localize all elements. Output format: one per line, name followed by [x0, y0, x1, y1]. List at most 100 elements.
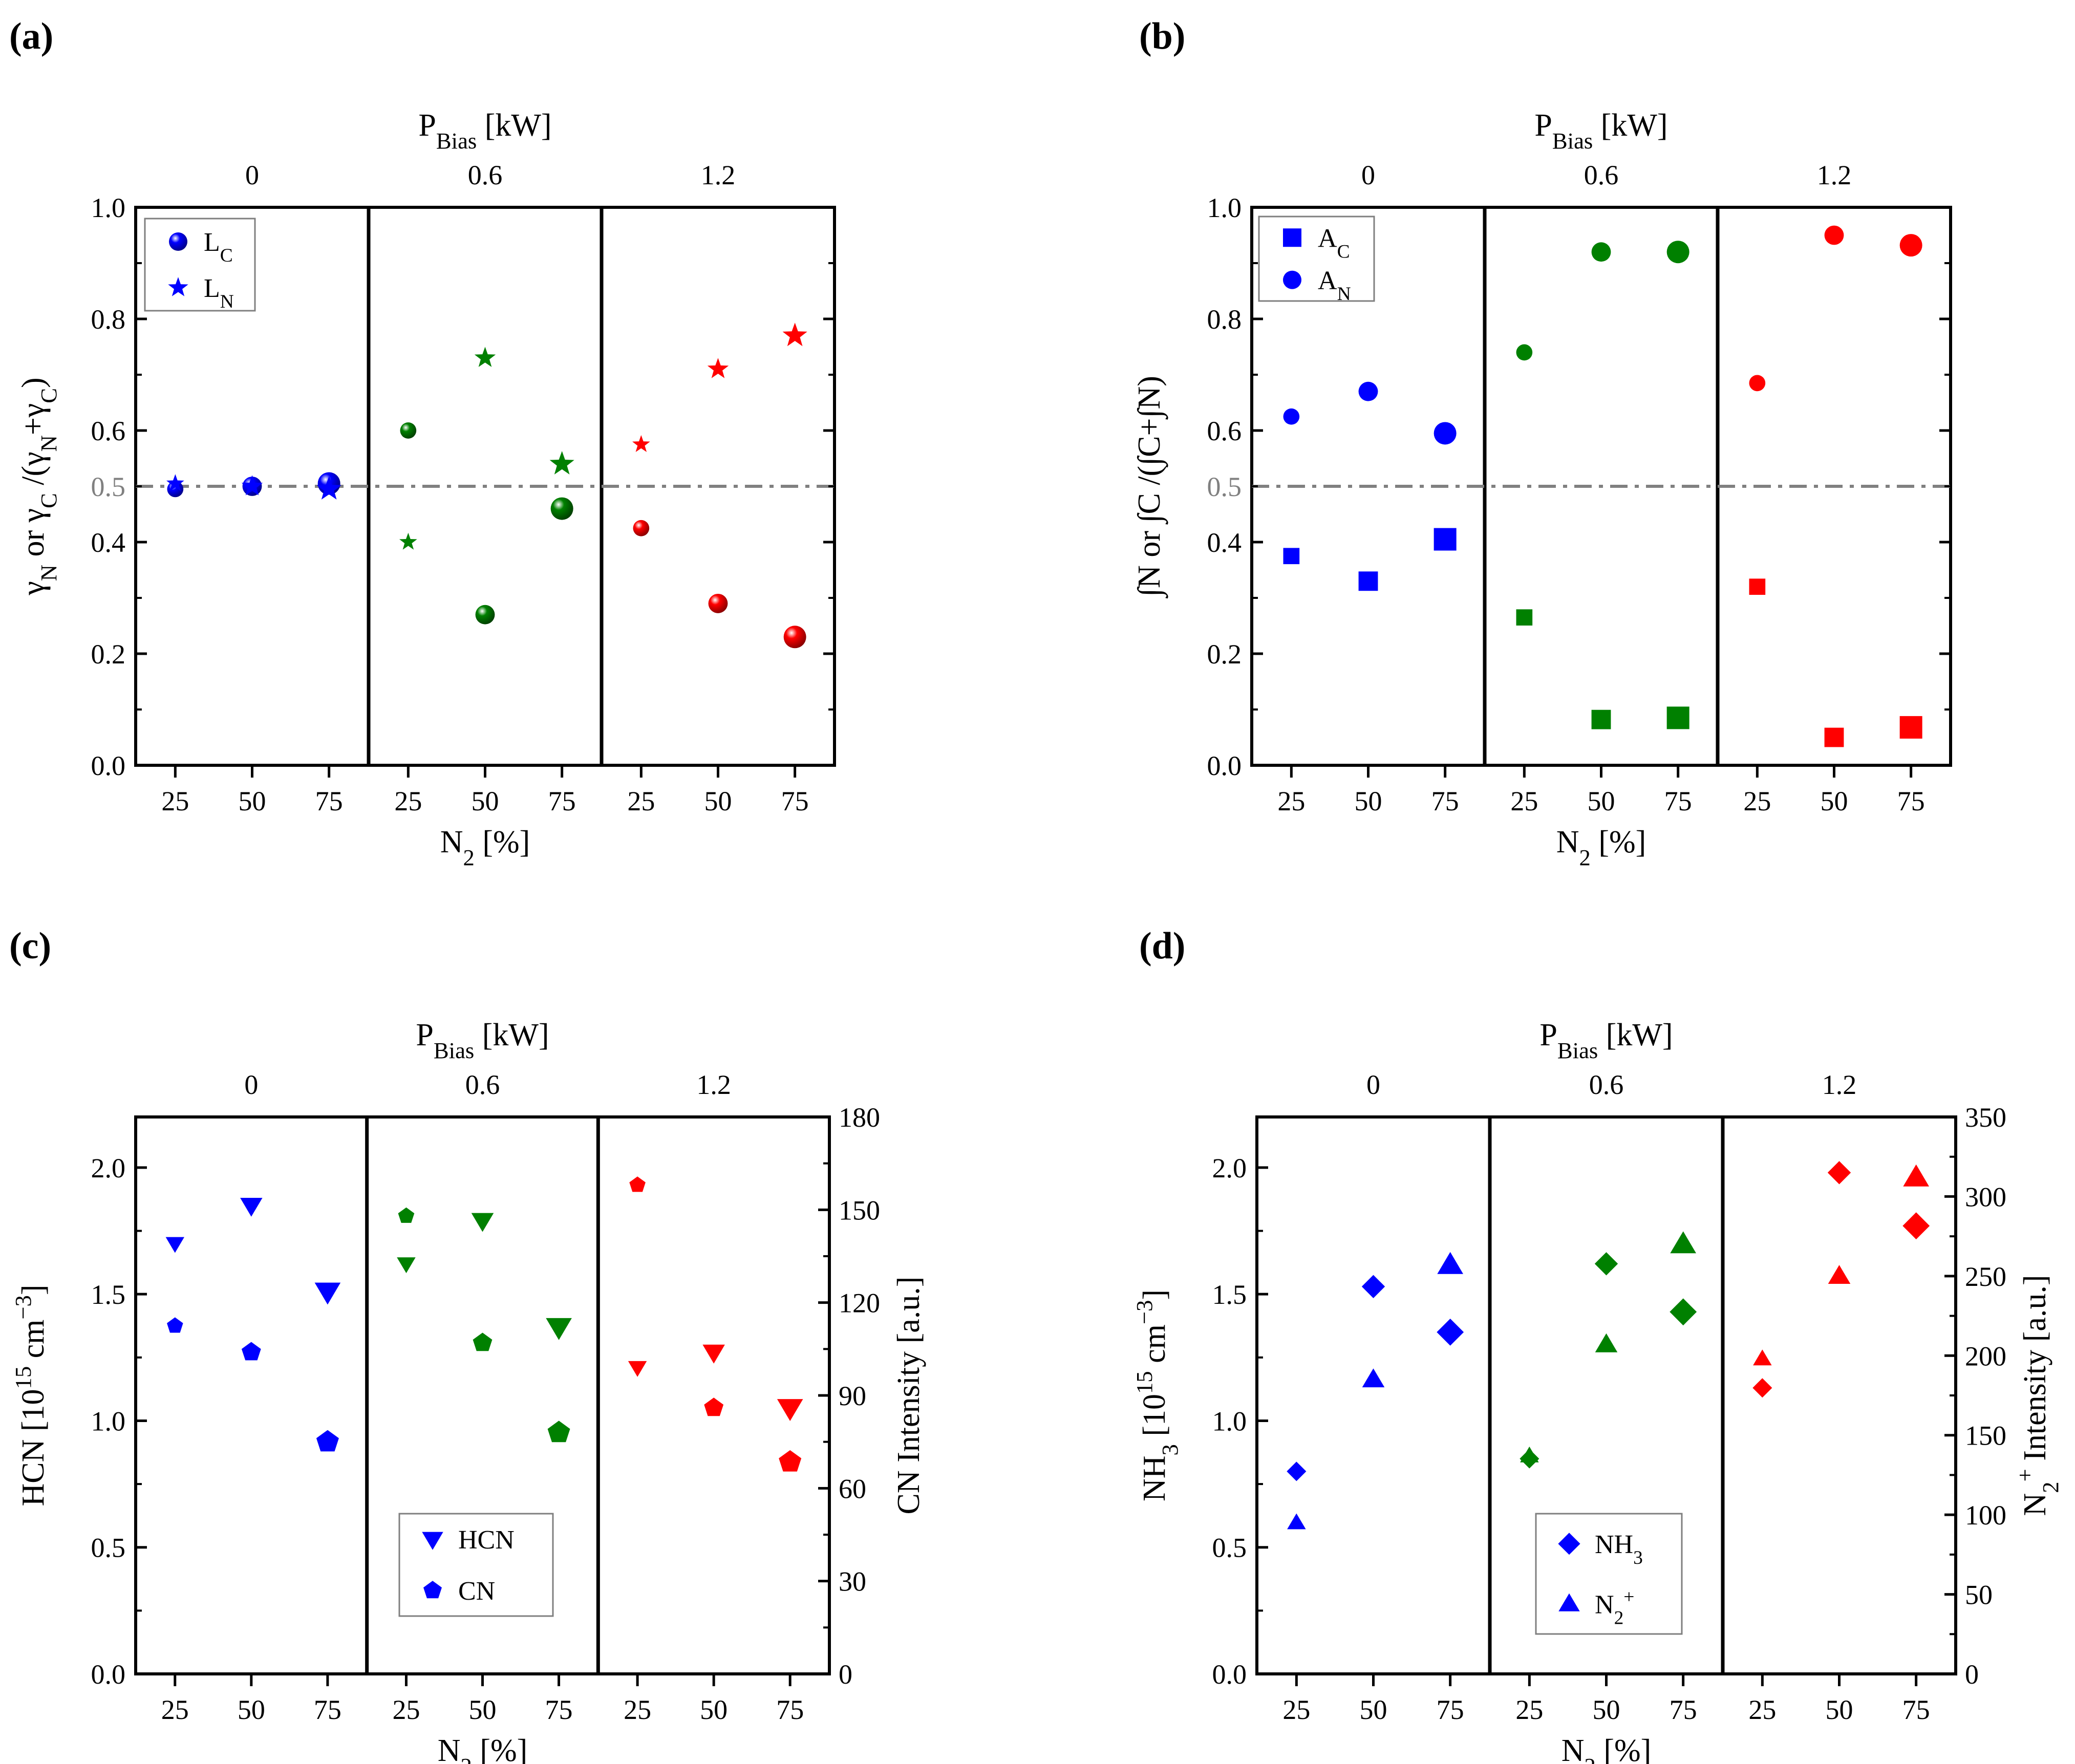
data-point-n2- — [1753, 1349, 1772, 1366]
top-group-label: 1.2 — [1817, 160, 1852, 190]
text-part: /(γ — [16, 451, 51, 493]
data-point-l-n — [399, 532, 417, 550]
x-tick-label: 50 — [700, 1694, 728, 1725]
text-part: Intensity [a.u.] — [2018, 1275, 2052, 1469]
text-part: NH — [1137, 1455, 1172, 1501]
data-point-a-c — [1516, 609, 1533, 626]
data-point-l-c — [400, 422, 417, 439]
data-point-a-c — [1434, 528, 1457, 551]
data-point-hcn — [314, 1282, 341, 1305]
legend-marker — [168, 277, 188, 296]
x-axis-title: N2 [%] — [440, 825, 530, 870]
legend: NH3 N2+ — [1535, 1513, 1683, 1635]
legend-marker — [1558, 1593, 1580, 1611]
text-part: 2 — [1614, 1607, 1624, 1628]
top-axis-title: PBias [kW] — [1539, 1018, 1673, 1063]
y2-tick-label: 0 — [839, 1659, 852, 1690]
text-part: Bias — [1557, 1038, 1598, 1063]
text-part: P — [1534, 108, 1552, 143]
data-point-a-c — [1283, 548, 1300, 565]
x-tick-label: 25 — [392, 1694, 420, 1725]
top-group-label: 1.2 — [696, 1069, 731, 1100]
data-point-hcn — [471, 1213, 494, 1232]
text-part: N — [220, 291, 234, 312]
data-point-nh3 — [1287, 1461, 1307, 1481]
text-part: ] — [16, 1284, 51, 1295]
y-tick-label: 1.0 — [91, 1406, 126, 1436]
y2-tick-label: 350 — [1965, 1102, 2006, 1133]
x-tick-label: 75 — [781, 786, 809, 816]
data-point-n2- — [1828, 1265, 1851, 1284]
y-tick-label: 0.5 — [91, 1533, 126, 1563]
data-point-nh3 — [1437, 1319, 1464, 1346]
data-point-n2- — [1437, 1252, 1463, 1274]
text-part: [%] — [1596, 1733, 1651, 1764]
y-tick-label: 0.2 — [1207, 639, 1242, 670]
data-point-l-c — [475, 605, 495, 625]
text-part: γ — [16, 581, 51, 595]
text-part: P — [418, 108, 436, 143]
y-tick-label: 0.2 — [91, 639, 126, 670]
legend: HCN CN — [398, 1513, 554, 1617]
y-tick-label: 0.5 — [1212, 1533, 1247, 1563]
y-tick-label: 1.0 — [1212, 1406, 1247, 1436]
legend-label: HCN — [458, 1525, 515, 1555]
text-part: P — [416, 1018, 433, 1052]
legend-box — [398, 1513, 554, 1617]
data-point-a-n — [1666, 241, 1689, 264]
text-part: P — [1539, 1018, 1557, 1052]
data-point-l-n — [474, 347, 496, 367]
y2-tick-label: 100 — [1965, 1500, 2006, 1531]
y-tick-label: 1.5 — [1212, 1279, 1247, 1310]
x-tick-label: 25 — [1510, 786, 1538, 816]
y-tick-label: 0.0 — [1212, 1659, 1247, 1690]
text-part: N — [440, 825, 463, 859]
text-part: 2 — [463, 845, 475, 870]
text-part: NH — [1595, 1530, 1633, 1559]
data-point-nh3 — [1670, 1298, 1697, 1326]
y2-tick-label: 250 — [1965, 1261, 2006, 1292]
legend-label: N2+ — [1595, 1586, 1634, 1628]
data-point-cn — [473, 1332, 493, 1351]
data-point-l-c — [633, 520, 650, 536]
text-part: C — [1337, 241, 1350, 262]
x-tick-label: 50 — [704, 786, 732, 816]
panel-b: (b) 0.5 0.0 0.2 0.4 0.6 0.8 1.0 25 50 75 25 50 75 25 50… — [1132, 15, 1952, 870]
top-group-label: 0.6 — [468, 160, 503, 190]
y-tick-label: 0.4 — [91, 527, 126, 558]
top-group-label: 0.6 — [1584, 160, 1619, 190]
x-tick-label: 50 — [1360, 1694, 1387, 1725]
text-part: [kW] — [474, 1018, 549, 1052]
data-point-a-n — [1824, 225, 1844, 245]
y-tick-label: 1.0 — [1207, 192, 1242, 223]
text-part: [%] — [472, 1733, 527, 1764]
x-axis-title: N2 [%] — [438, 1733, 528, 1764]
y2-tick-label: 60 — [839, 1473, 866, 1504]
text-part: N — [1337, 283, 1351, 304]
top-group-label: 0 — [245, 160, 259, 190]
x-tick-label: 75 — [315, 786, 343, 816]
top-group-label: 0.6 — [465, 1069, 500, 1100]
data-point-n2- — [1670, 1231, 1696, 1254]
text-part: N — [36, 565, 61, 581]
text-part: 2 — [461, 1753, 472, 1764]
y2-tick-label: 50 — [1965, 1580, 1993, 1610]
data-point-l-n — [782, 322, 807, 347]
data-point-a-n — [1434, 422, 1457, 445]
data-point-nh3 — [1827, 1161, 1851, 1185]
text-part: Bias — [1552, 128, 1593, 154]
data-point-nh3 — [1752, 1378, 1772, 1398]
data-point-l-n — [316, 476, 341, 500]
y-tick-label: 0.0 — [91, 750, 126, 781]
data-point-hcn — [397, 1257, 416, 1274]
top-axis-title: PBias [kW] — [1534, 108, 1667, 154]
text-part: cm — [16, 1320, 51, 1366]
text-part: A — [1318, 266, 1337, 295]
legend-label: LC — [204, 228, 233, 266]
text-part: N — [1595, 1590, 1614, 1619]
text-part: [%] — [475, 825, 530, 859]
text-part: HCN [10 — [16, 1389, 51, 1506]
text-part: 3 — [1157, 1444, 1183, 1455]
